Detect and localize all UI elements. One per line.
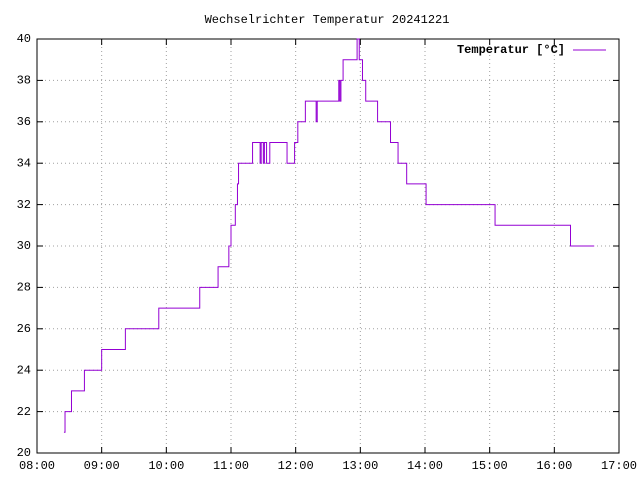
y-tick-label: 38 [17,74,31,88]
temperature-line [63,38,595,433]
chart-title: Wechselrichter Temperatur 20241221 [205,13,450,27]
y-tick-label: 34 [17,156,31,170]
y-tick-label: 22 [17,405,31,419]
x-tick-label: 11:00 [213,459,249,473]
x-tick-label: 17:00 [601,459,637,473]
x-tick-label: 08:00 [19,459,55,473]
y-tick-label: 36 [17,115,31,129]
x-tick-label: 12:00 [278,459,314,473]
plot-frame [36,38,620,454]
legend-label: Temperatur [°C] [457,43,565,57]
y-tick-label: 28 [17,281,31,295]
y-tick-label: 30 [17,239,31,253]
y-tick-label: 40 [17,32,31,46]
x-tick-label: 14:00 [407,459,443,473]
x-tick-label: 09:00 [84,459,120,473]
x-tick-label: 16:00 [536,459,572,473]
x-tick-label: 13:00 [342,459,378,473]
y-tick-label: 24 [17,363,31,377]
x-tick-label: 15:00 [472,459,508,473]
y-tick-label: 20 [17,446,31,460]
y-tick-label: 26 [17,322,31,336]
y-tick-label: 32 [17,198,31,212]
x-tick-label: 10:00 [148,459,184,473]
